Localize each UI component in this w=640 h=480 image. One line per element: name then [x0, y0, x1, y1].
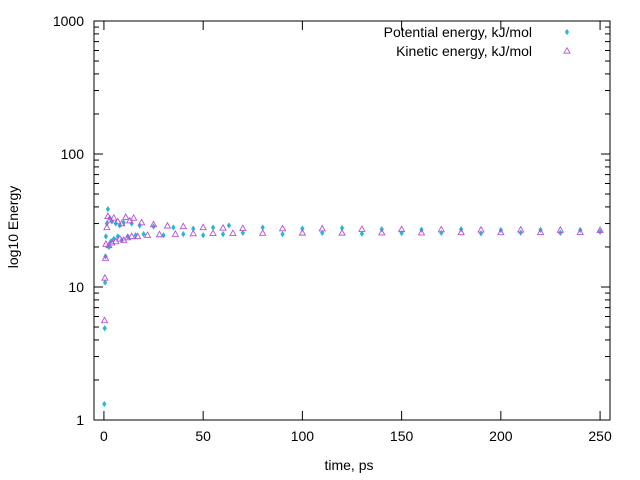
data-point — [220, 230, 226, 238]
data-point — [280, 230, 285, 238]
data-point — [358, 225, 366, 232]
y-axis-label: log10 Energy — [5, 186, 21, 269]
data-point — [171, 229, 180, 237]
data-point — [478, 230, 484, 237]
data-point — [200, 232, 206, 239]
data-points — [100, 206, 604, 408]
legend: Potential energy, kJ/mol Kinetic energy, … — [384, 24, 571, 59]
data-point — [101, 253, 110, 261]
data-point — [107, 214, 113, 222]
x-axis: 0 50 100 150 200 250 — [100, 21, 612, 444]
data-point — [104, 212, 112, 219]
data-point — [518, 229, 523, 236]
data-point — [209, 229, 217, 237]
data-point — [100, 316, 109, 324]
data-point — [101, 273, 109, 281]
data-point — [133, 232, 142, 240]
data-point — [437, 225, 446, 233]
data-point — [359, 230, 365, 237]
data-point — [536, 228, 545, 235]
data-point — [137, 218, 146, 226]
x-tick-label: 150 — [390, 428, 414, 444]
data-point — [102, 400, 107, 408]
data-point — [516, 225, 525, 233]
data-point — [141, 230, 146, 238]
data-point — [226, 222, 232, 229]
x-tick-label: 250 — [588, 428, 612, 444]
x-tick-label: 50 — [195, 428, 211, 444]
x-tick-label: 0 — [100, 428, 108, 444]
plot-frame — [93, 20, 611, 421]
data-point — [397, 225, 406, 233]
data-point — [229, 229, 237, 237]
data-point — [596, 226, 604, 233]
data-point — [116, 234, 124, 242]
data-point — [103, 223, 111, 231]
data-point — [199, 223, 207, 231]
data-point — [121, 213, 130, 220]
data-point — [129, 213, 138, 221]
data-point — [338, 228, 346, 236]
data-point — [114, 217, 122, 225]
y-tick-label: 1000 — [53, 13, 84, 29]
data-point — [258, 229, 267, 236]
data-point — [219, 223, 227, 231]
data-point — [171, 224, 176, 231]
data-point — [179, 222, 188, 230]
data-point — [102, 325, 107, 332]
data-point — [558, 229, 563, 237]
data-point — [102, 279, 108, 286]
y-tick-label: 100 — [61, 146, 85, 162]
y-axis: 1 10 100 1000 — [53, 13, 610, 428]
data-point — [556, 225, 565, 233]
data-point — [102, 240, 110, 247]
y-tick-label: 1 — [76, 412, 84, 428]
data-point — [417, 228, 426, 236]
data-point — [318, 224, 326, 232]
data-point — [300, 225, 305, 232]
data-point — [103, 253, 108, 260]
data-point — [378, 228, 386, 236]
data-point — [149, 220, 158, 228]
legend-marker — [564, 28, 570, 36]
x-tick-label: 200 — [489, 428, 513, 444]
data-point — [439, 229, 444, 237]
data-point — [127, 232, 136, 240]
data-point — [181, 230, 186, 238]
legend-marker — [563, 46, 571, 54]
data-point — [457, 228, 465, 236]
data-point — [576, 228, 584, 235]
data-point — [105, 206, 111, 213]
data-point — [110, 213, 118, 221]
data-point — [163, 221, 172, 229]
x-tick-label: 100 — [291, 428, 315, 444]
data-point — [477, 225, 485, 233]
data-point — [298, 228, 307, 236]
data-point — [155, 230, 164, 238]
legend-label: Kinetic energy, kJ/mol — [396, 43, 532, 59]
series-kinetic — [100, 212, 604, 324]
y-tick-label: 10 — [68, 279, 84, 295]
legend-label: Potential energy, kJ/mol — [384, 24, 532, 40]
data-point — [189, 229, 197, 237]
data-point — [278, 224, 287, 232]
data-point — [320, 229, 325, 237]
data-point — [497, 228, 505, 236]
data-point — [143, 231, 152, 238]
x-axis-label: time, ps — [324, 457, 373, 473]
data-point — [118, 219, 126, 227]
data-point — [597, 228, 603, 235]
data-point — [103, 233, 109, 240]
data-point — [239, 224, 247, 232]
data-point — [125, 233, 130, 240]
data-point — [240, 229, 246, 237]
